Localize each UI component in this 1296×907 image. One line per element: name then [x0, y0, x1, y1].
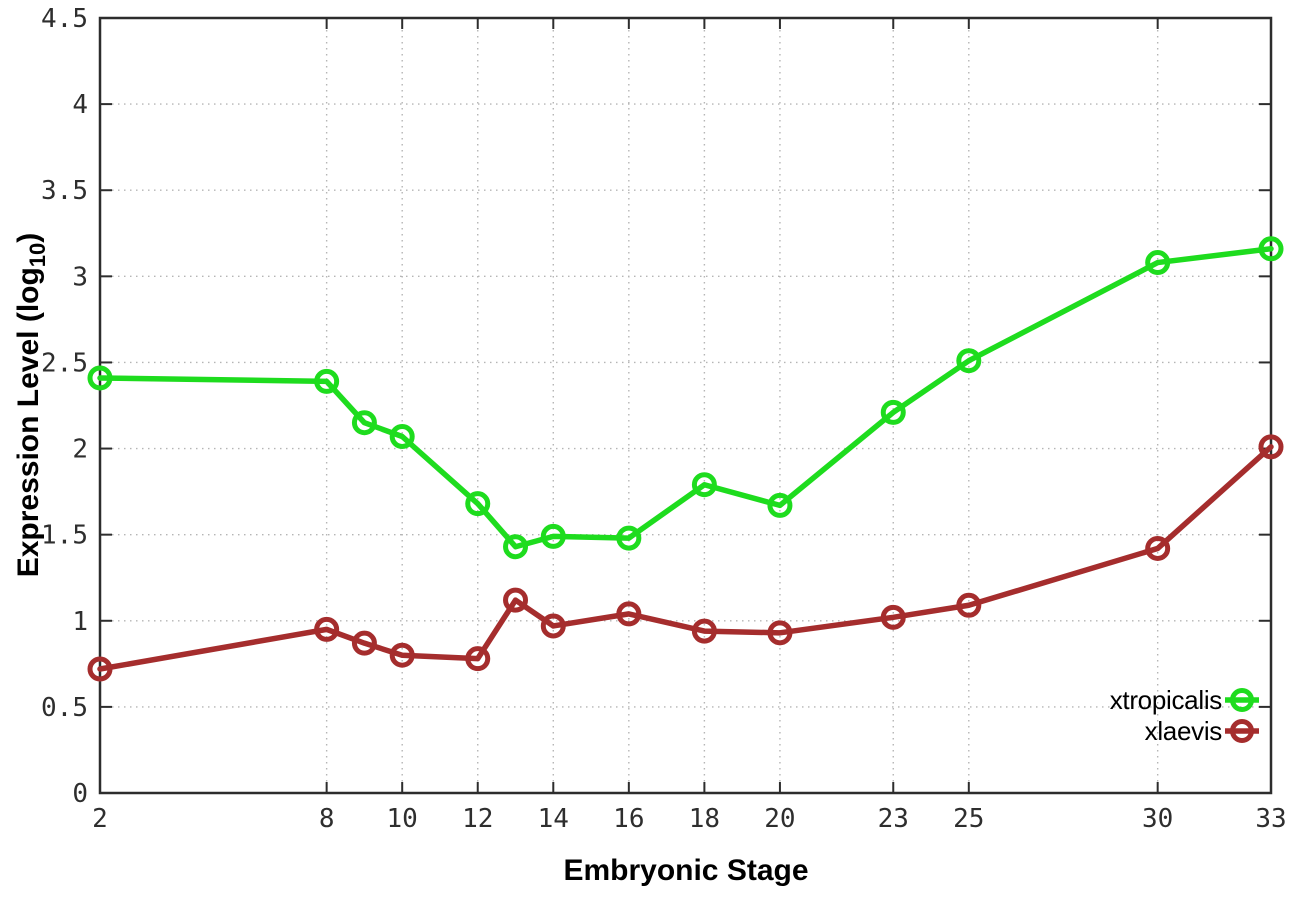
- data-point-xlaevis: [389, 642, 415, 668]
- legend-sample-marker: [1230, 719, 1254, 743]
- data-point-xlaevis: [465, 646, 491, 672]
- y-axis-title: Expression Level (log10): [12, 233, 50, 578]
- y-tick-label: 4.5: [41, 4, 88, 34]
- data-point-xtropicalis: [767, 492, 793, 518]
- x-tick-label: 12: [462, 804, 493, 834]
- plot-border: [98, 16, 1273, 795]
- data-point-xtropicalis: [503, 534, 529, 560]
- data-point-xlaevis: [880, 604, 906, 630]
- legend-label-xlaevis: xlaevis: [1145, 716, 1223, 746]
- series-line-xtropicalis: [97, 246, 1274, 550]
- data-point-xtropicalis: [87, 365, 113, 391]
- data-point-xtropicalis: [1258, 236, 1284, 262]
- x-tick-label: 16: [613, 804, 644, 834]
- y-tick-label: 3: [72, 262, 88, 292]
- y-tick-label: 2.5: [41, 348, 88, 378]
- data-point-xlaevis: [691, 618, 717, 644]
- x-tick-label: 8: [319, 804, 335, 834]
- y-tick-label: 1.5: [41, 521, 88, 551]
- grid-layer: [100, 18, 1271, 793]
- data-point-xtropicalis: [1145, 250, 1171, 276]
- legend-label-xtropicalis: xtropicalis: [1110, 685, 1223, 715]
- x-axis-title: Embryonic Stage: [563, 854, 808, 887]
- data-point-xlaevis: [616, 601, 642, 627]
- x-tick-label: 10: [387, 804, 418, 834]
- axis-layer: [98, 16, 1273, 795]
- y-tick-label: 0.5: [41, 693, 88, 723]
- data-point-xlaevis: [314, 616, 340, 642]
- y-tick-label: 0: [72, 779, 88, 809]
- data-point-xtropicalis: [389, 424, 415, 449]
- data-point-xtropicalis: [956, 348, 982, 374]
- legend-entry-xtropicalis: xtropicalis: [1110, 685, 1259, 715]
- data-point-xtropicalis: [616, 525, 642, 551]
- data-point-xtropicalis: [880, 399, 906, 425]
- x-tick-label: 14: [538, 804, 569, 834]
- data-point-xlaevis: [767, 620, 793, 646]
- data-point-xlaevis: [351, 630, 377, 656]
- data-point-xtropicalis: [691, 472, 717, 498]
- legend-sample-marker: [1230, 688, 1254, 712]
- data-point-xtropicalis: [540, 523, 566, 549]
- data-point-xlaevis: [540, 613, 566, 639]
- x-tick-label: 18: [689, 804, 720, 834]
- legend-entry-xlaevis: xlaevis: [1145, 716, 1259, 746]
- y-tick-label: 2: [72, 435, 88, 465]
- data-point-xlaevis: [87, 656, 113, 682]
- x-tick-label: 25: [953, 804, 984, 834]
- x-tick-label: 23: [878, 804, 909, 834]
- data-point-xlaevis: [1258, 434, 1284, 460]
- data-point-xlaevis: [1145, 535, 1171, 561]
- y-tick-label: 1: [72, 607, 88, 637]
- x-tick-label: 2: [92, 804, 108, 834]
- series-layer: [87, 236, 1284, 682]
- y-tick-label: 4: [72, 90, 88, 120]
- data-point-xtropicalis: [314, 368, 340, 394]
- data-point-xtropicalis: [465, 491, 491, 517]
- data-point-xlaevis: [956, 592, 982, 618]
- data-point-xtropicalis: [351, 410, 377, 436]
- x-tick-label: 33: [1255, 804, 1286, 834]
- series-line-xlaevis: [97, 444, 1274, 672]
- x-tick-label: 30: [1142, 804, 1173, 834]
- x-tick-label: 20: [764, 804, 795, 834]
- tick-label-layer: 2 8 10 12 14 16 18 20 23 25 30 33 0 0.5 1 1.5 2 2.5 3 3.5 4 4…: [41, 4, 1287, 834]
- y-tick-label: 3.5: [41, 176, 88, 206]
- data-point-xlaevis: [503, 587, 529, 613]
